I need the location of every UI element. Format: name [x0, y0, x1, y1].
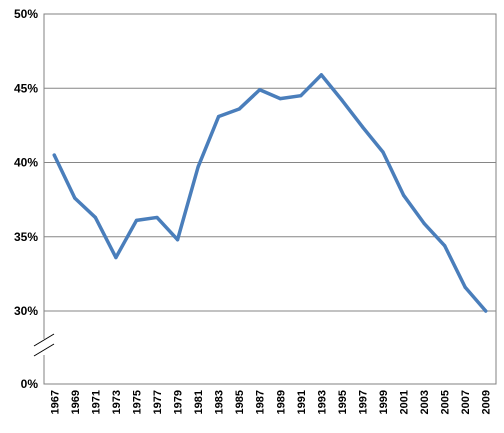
x-tick-label: 1979: [173, 390, 185, 414]
data-point: [319, 73, 323, 77]
data-point: [278, 97, 282, 101]
axis-break-gap: [32, 339, 56, 355]
gridlines: [44, 87, 496, 312]
x-tick-label: 1987: [255, 390, 267, 414]
data-point: [52, 153, 56, 157]
data-point: [463, 285, 467, 289]
plot-area: [43, 13, 497, 385]
x-tick-label: 1969: [70, 390, 82, 414]
x-tick-label: 1993: [316, 390, 328, 414]
data-point: [237, 107, 241, 111]
data-point: [443, 244, 447, 248]
x-tick-label: 2001: [399, 390, 411, 414]
data-point: [381, 150, 385, 154]
y-tick-label: 30%: [14, 304, 38, 318]
x-tick-label: 2009: [481, 390, 493, 414]
series-line: [52, 73, 488, 313]
data-point: [217, 114, 221, 119]
x-tick-label: 1975: [131, 390, 143, 414]
series-group: [52, 73, 488, 313]
x-tick-label: 1971: [90, 390, 102, 414]
y-tick-label: 40%: [14, 156, 38, 170]
x-tick-label: 1981: [193, 390, 205, 414]
data-point: [299, 94, 303, 98]
x-axis-tick-labels: 1967 1969 1971 1973 1975 1977 1979 1981 1983 1985…: [49, 390, 492, 414]
x-tick-label: 2003: [419, 390, 431, 414]
data-point: [134, 218, 139, 223]
data-point: [340, 98, 344, 102]
data-point: [484, 309, 488, 313]
x-tick-label: 1999: [378, 390, 390, 414]
data-point: [175, 238, 180, 242]
y-axis-tick-labels: 0% 30% 35% 40% 45% 50%: [14, 7, 38, 391]
data-point: [258, 88, 262, 92]
x-tick-label: 1989: [275, 390, 287, 414]
data-point: [73, 196, 77, 200]
y-tick-label: 35%: [14, 230, 38, 244]
data-point: [93, 215, 97, 220]
x-tick-label: 1997: [357, 390, 369, 414]
data-point: [196, 165, 200, 169]
x-tick-label: 1983: [214, 390, 226, 414]
data-point: [401, 193, 406, 197]
data-point: [155, 215, 159, 220]
x-tick-label: 2005: [440, 390, 452, 414]
y-tick-label: 45%: [14, 81, 38, 95]
y-tick-label: 0%: [21, 377, 39, 391]
x-tick-label: 1967: [49, 390, 61, 414]
axis-break-marker: [32, 333, 56, 357]
data-point: [114, 255, 118, 260]
x-tick-label: 1977: [152, 390, 164, 414]
data-point: [360, 125, 365, 129]
x-tick-label: 1995: [337, 390, 349, 414]
axis-break-slash: [33, 343, 55, 357]
x-tick-label: 2007: [460, 390, 472, 414]
axis-break-slash: [33, 333, 55, 347]
x-tick-label: 1985: [234, 390, 246, 414]
data-point: [422, 221, 426, 225]
x-tick-label: 1973: [111, 390, 123, 414]
x-tick-label: 1991: [296, 390, 308, 414]
y-tick-label: 50%: [14, 7, 38, 21]
